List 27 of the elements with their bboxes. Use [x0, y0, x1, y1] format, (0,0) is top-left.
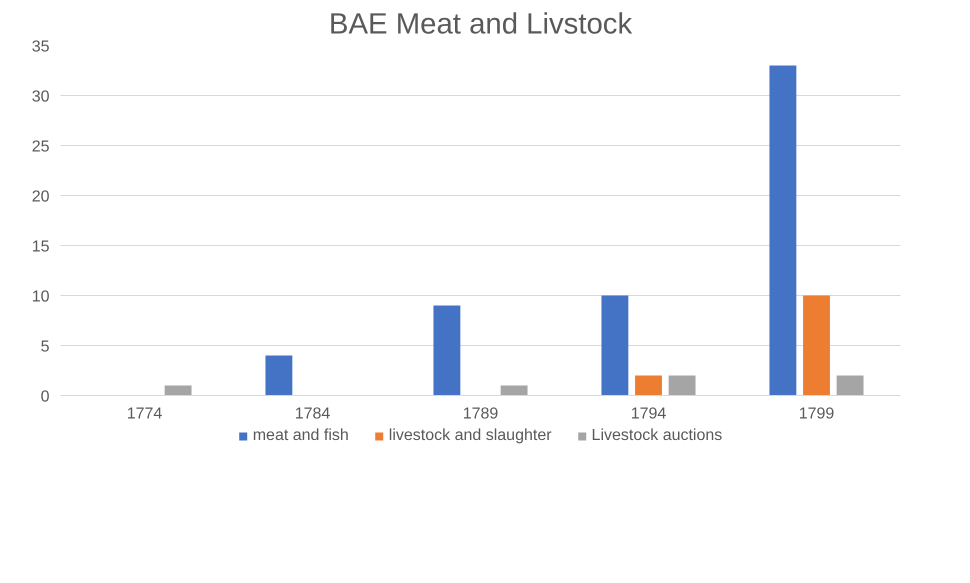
x-tick-label: 1774 [126, 406, 162, 422]
y-tick-label: 25 [32, 138, 50, 156]
x-tick-label: 1799 [798, 406, 834, 422]
bar [601, 296, 628, 396]
bar [265, 356, 292, 396]
y-tick-label: 20 [32, 188, 50, 206]
y-tick-label: 10 [32, 288, 50, 306]
y-tick-label: 5 [40, 338, 50, 356]
bar [164, 386, 192, 396]
legend-label: meat and fish [252, 427, 349, 445]
bar [500, 386, 528, 396]
x-tick-label: 1794 [630, 406, 666, 422]
bar [769, 66, 796, 396]
x-tick-label: 1784 [294, 406, 330, 422]
y-tick-label: 35 [32, 38, 50, 56]
bar [803, 296, 830, 396]
bar [433, 306, 460, 396]
bar [635, 376, 662, 396]
y-tick-label: 30 [32, 88, 50, 106]
bar [668, 376, 696, 396]
bar [836, 376, 864, 396]
legend-label: Livestock auctions [592, 427, 722, 445]
y-tick-label: 0 [40, 388, 50, 406]
legend-label: livestock and slaughter [388, 427, 552, 445]
x-tick-label: 1789 [462, 406, 498, 422]
chart-title: BAE Meat and Livstock [328, 8, 632, 40]
y-tick-label: 15 [32, 238, 50, 256]
